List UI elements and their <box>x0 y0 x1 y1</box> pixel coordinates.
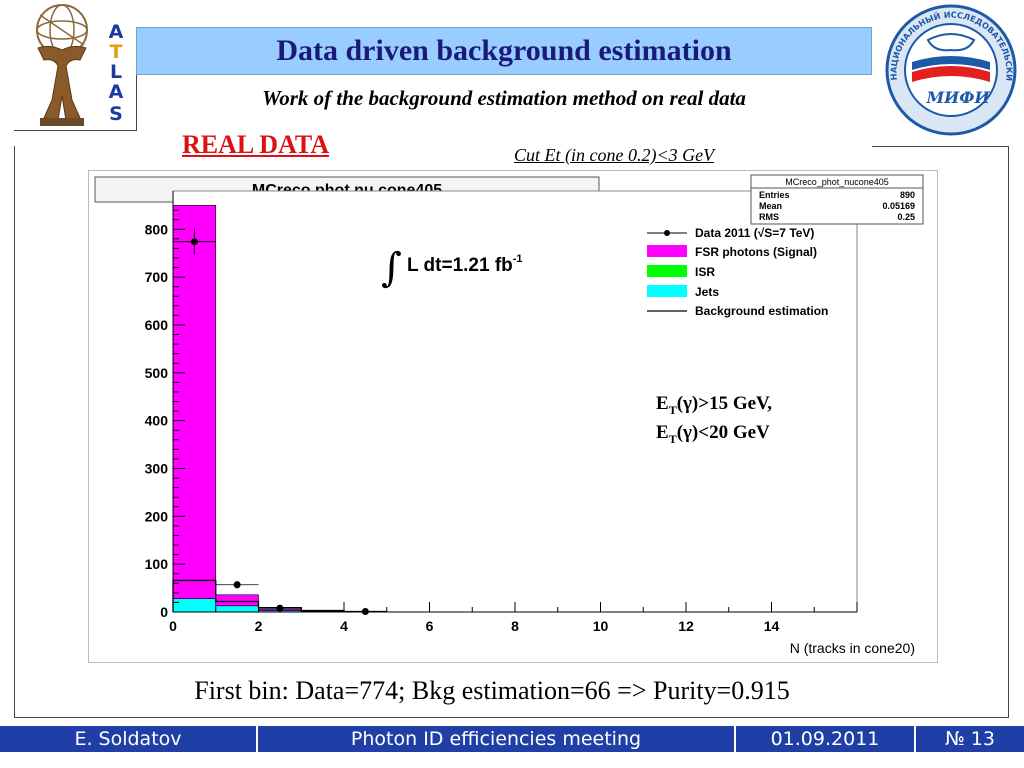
legend-data-marker <box>664 230 670 236</box>
footer-author: E. Soldatov <box>74 728 182 750</box>
atlas-letter: S <box>109 103 123 125</box>
x-tick-label: 14 <box>764 618 780 634</box>
x-tick-label: 2 <box>255 618 263 634</box>
mephi-logo: НАЦИОНАЛЬНЫЙ ИССЛЕДОВАТЕЛЬСКИЙ ЯДЕРНЫЙ У… <box>868 0 1024 146</box>
luminosity-label: L dt=1.21 fb-1 <box>407 253 523 276</box>
histogram-plot: MCreco phot nu cone405 02468101214010020… <box>94 174 924 656</box>
atlas-letter: L <box>110 61 122 83</box>
data-point <box>190 238 198 246</box>
y-tick-label: 200 <box>145 508 169 524</box>
caption: First bin: Data=774; Bkg estimation=66 =… <box>194 676 790 705</box>
data-point <box>276 604 284 612</box>
luminosity-exponent: -1 <box>513 253 523 265</box>
footer-spacer <box>0 752 1024 768</box>
mephi-mark: МИФИ <box>925 88 990 107</box>
y-tick-label: 600 <box>145 317 169 333</box>
integral-sign: ∫ <box>381 245 402 291</box>
cut-label: Cut Et (in cone 0.2)<3 GeV <box>514 145 715 165</box>
legend-swatch-jets <box>647 285 687 297</box>
frame-line <box>872 146 1009 147</box>
x-tick-label: 8 <box>511 618 519 634</box>
atlas-letter: A <box>109 81 124 103</box>
stats-value: 0.25 <box>897 212 915 222</box>
stats-key: Entries <box>759 190 790 200</box>
stats-value: 0.05169 <box>882 201 915 211</box>
slide-title: Data driven background estimation <box>276 34 732 67</box>
atlas-logo: A T L A S <box>0 0 136 130</box>
legend-swatch-signal <box>647 245 687 257</box>
legend-entry: Jets <box>695 285 719 299</box>
y-tick-label: 700 <box>145 269 169 285</box>
y-tick-label: 400 <box>145 413 169 429</box>
x-tick-label: 12 <box>678 618 694 634</box>
y-tick-label: 0 <box>160 604 168 620</box>
atlas-letter: T <box>110 41 123 63</box>
legend-entry: ISR <box>695 265 715 279</box>
content-frame <box>14 146 1009 718</box>
frame-line <box>136 75 137 131</box>
x-tick-label: 6 <box>426 618 434 634</box>
legend-entry: Background estimation <box>695 304 828 318</box>
footer-meeting: Photon ID efficiencies meeting <box>256 726 734 752</box>
y-tick-label: 100 <box>145 556 169 572</box>
x-tick-label: 0 <box>169 618 177 634</box>
y-tick-label: 500 <box>145 365 169 381</box>
x-tick-label: 10 <box>593 618 609 634</box>
real-data-label: REAL DATA <box>182 130 330 159</box>
footer-date: 01.09.2011 <box>734 726 914 752</box>
x-axis-label: N (tracks in cone20) <box>790 640 915 656</box>
luminosity-text: L dt=1.21 fb <box>407 255 513 276</box>
y-tick-label: 300 <box>145 460 169 476</box>
stats-title: MCreco_phot_nucone405 <box>785 177 889 187</box>
legend-entry: FSR photons (Signal) <box>695 245 817 259</box>
footer-slide-number: № 13 <box>914 726 1024 752</box>
title-bar: Data driven background estimation <box>136 27 872 75</box>
histogram-bar <box>172 598 217 613</box>
footer-bar: E. Soldatov Photon ID efficiencies meeti… <box>0 726 1024 752</box>
et-cut-line1: ET(γ)>15 GeV, <box>656 393 772 417</box>
atlas-letter: A <box>109 21 124 43</box>
stats-box: MCreco_phot_nucone405 Entries 890 Mean 0… <box>750 174 924 225</box>
stats-value: 890 <box>900 190 915 200</box>
histogram-bar <box>215 594 259 607</box>
stats-key: RMS <box>759 212 779 222</box>
slide-subtitle: Work of the background estimation method… <box>262 86 746 110</box>
stats-key: Mean <box>759 201 782 211</box>
data-point <box>233 581 241 589</box>
histogram-bar <box>215 605 259 613</box>
x-tick-label: 4 <box>340 618 348 634</box>
histogram-bar <box>172 205 217 599</box>
et-cut-line2: ET(γ)<20 GeV <box>656 422 770 446</box>
y-tick-label: 800 <box>145 221 169 237</box>
histogram-canvas: MCreco phot nu cone405 02468101214010020… <box>88 170 938 663</box>
frame-line <box>14 130 136 131</box>
legend-swatch-isr <box>647 265 687 277</box>
legend-entry: Data 2011 (√S=7 TeV) <box>695 226 814 240</box>
legend: Data 2011 (√S=7 TeV) FSR photons (Signal… <box>641 225 855 321</box>
